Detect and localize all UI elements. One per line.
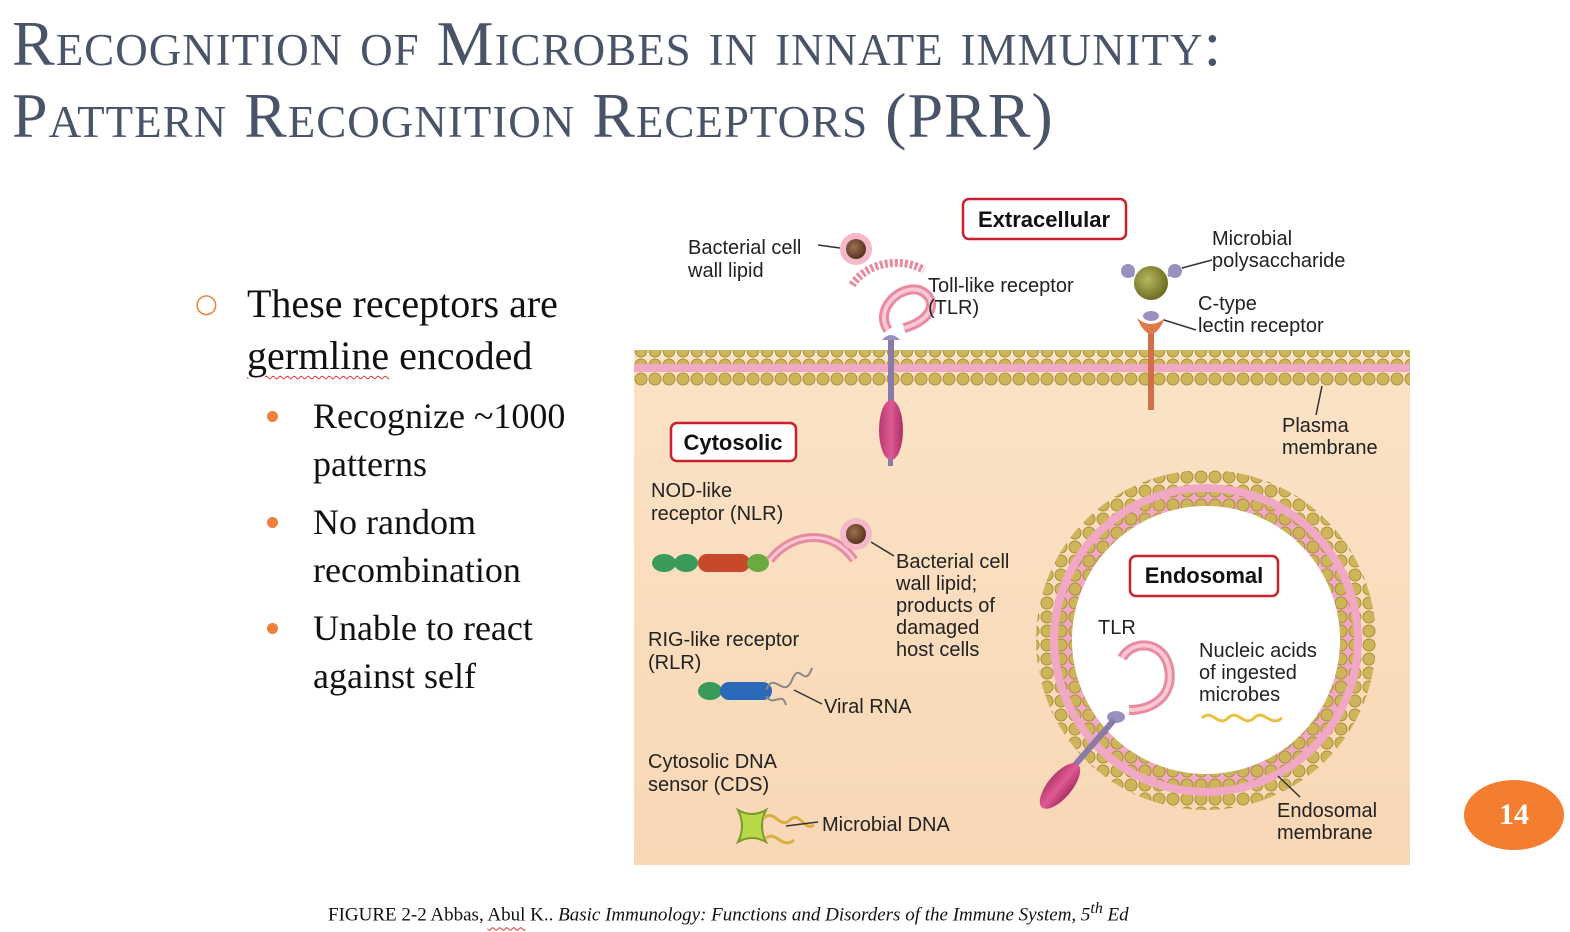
slide-title-line2: Pattern Recognition Receptors (PRR) bbox=[12, 80, 1054, 151]
label-ctype-1: C-type bbox=[1198, 293, 1257, 315]
nlr-receptor bbox=[652, 533, 858, 572]
label-nucleic-2: of ingested bbox=[1199, 662, 1297, 684]
label-endo-tlr: TLR bbox=[1098, 617, 1136, 639]
label-tlr-2: (TLR) bbox=[928, 297, 979, 319]
label-nlr-1: NOD-like bbox=[651, 480, 732, 502]
surface-tlr bbox=[848, 258, 936, 466]
label-ctype-2: lectin receptor bbox=[1198, 315, 1324, 337]
sub-bullet: No random recombination bbox=[267, 498, 635, 594]
bullet-list: ○ These receptors are germline encoded R… bbox=[195, 278, 635, 710]
label-bl2-5: host cells bbox=[896, 639, 979, 661]
sub-bullet-text: Recognize ~1000 patterns bbox=[313, 396, 566, 484]
cds-sensor bbox=[735, 807, 815, 845]
caption-author-first: Abul bbox=[487, 904, 526, 926]
label-tlr-1: Toll-like receptor bbox=[928, 275, 1074, 297]
prr-diagram: Extracellular Bacterial cell wall lipid … bbox=[634, 197, 1410, 865]
caption-prefix: FIGURE 2-2 Abbas, bbox=[328, 904, 488, 926]
label-nlr-2: receptor (NLR) bbox=[651, 503, 783, 525]
label-microbial-poly-1: Microbial bbox=[1212, 228, 1292, 250]
bacterial-lipid-ball-icon bbox=[846, 239, 866, 259]
sub-bullet-list: Recognize ~1000 patterns No random recom… bbox=[195, 392, 635, 700]
label-nucleic-3: microbes bbox=[1199, 684, 1280, 706]
label-bacterial-lipid-2: wall lipid bbox=[687, 260, 764, 282]
label-cds-2: sensor (CDS) bbox=[648, 774, 769, 796]
caption-edition: Ed bbox=[1102, 904, 1129, 926]
endosomal-label: Endosomal bbox=[1145, 563, 1264, 588]
bullet-dot-icon bbox=[267, 517, 278, 528]
label-bl2-2: wall lipid; bbox=[895, 573, 977, 595]
bullet-dot-icon bbox=[267, 411, 278, 422]
main-bullet-germline: germline bbox=[247, 333, 390, 378]
page-number-badge: 14 bbox=[1464, 780, 1564, 850]
label-nucleic-1: Nucleic acids bbox=[1199, 640, 1317, 662]
slide-title-line1: Recognition of Microbes in innate immuni… bbox=[12, 8, 1223, 79]
endosomal-tlr bbox=[1039, 640, 1175, 809]
extracellular-label: Extracellular bbox=[978, 207, 1111, 232]
plasma-membrane bbox=[634, 350, 1410, 386]
sub-bullet: Unable to react against self bbox=[267, 604, 635, 700]
rlr-receptor bbox=[698, 667, 813, 706]
main-bullet: ○ These receptors are germline encoded bbox=[195, 278, 635, 382]
nlr-ligand-ball-icon bbox=[846, 524, 866, 544]
label-bl2-3: products of bbox=[896, 595, 995, 617]
endosomal-box: Endosomal bbox=[1128, 554, 1280, 598]
nucleic-acid-strand-icon bbox=[1200, 713, 1283, 723]
sub-bullet-text: Unable to react against self bbox=[313, 608, 533, 696]
label-rlr-2: (RLR) bbox=[648, 652, 701, 674]
label-bl2-1: Bacterial cell bbox=[896, 551, 1009, 573]
bullet-dot-icon bbox=[267, 623, 278, 634]
label-bl2-4: damaged bbox=[896, 617, 979, 639]
label-endo-mem-2: membrane bbox=[1277, 822, 1373, 844]
cytosolic-box: Cytosolic bbox=[669, 421, 798, 463]
label-plasma-2: membrane bbox=[1282, 437, 1378, 459]
label-endo-mem-1: Endosomal bbox=[1277, 800, 1377, 822]
label-cds-1: Cytosolic DNA bbox=[648, 751, 778, 773]
label-microbial-poly-2: polysaccharide bbox=[1212, 250, 1345, 272]
sub-bullet-text: No random recombination bbox=[313, 502, 521, 590]
label-microbial-dna: Microbial DNA bbox=[822, 814, 950, 836]
label-rlr-1: RIG-like receptor bbox=[648, 629, 799, 651]
caption-author-rest: K.. bbox=[525, 904, 559, 926]
label-plasma-1: Plasma bbox=[1282, 415, 1350, 437]
sub-bullet: Recognize ~1000 patterns bbox=[267, 392, 635, 488]
slide-title: Recognition of Microbes in innate immuni… bbox=[12, 8, 1222, 152]
c-type-lectin-receptor bbox=[1121, 264, 1182, 410]
label-viral-rna: Viral RNA bbox=[824, 696, 912, 718]
hollow-circle-bullet-icon: ○ bbox=[195, 289, 218, 319]
figure-caption: FIGURE 2-2 Abbas, Abul K.. Basic Immunol… bbox=[328, 900, 1129, 926]
caption-book-title: Basic Immunology: Functions and Disorder… bbox=[558, 904, 1091, 926]
cytosolic-label: Cytosolic bbox=[683, 430, 782, 455]
label-bacterial-lipid-1: Bacterial cell bbox=[688, 237, 801, 259]
caption-sup: th bbox=[1090, 900, 1103, 917]
main-bullet-text-pre: These receptors are bbox=[247, 281, 558, 326]
extracellular-box: Extracellular bbox=[961, 197, 1128, 241]
page-number: 14 bbox=[1499, 798, 1529, 831]
main-bullet-text-post: encoded bbox=[389, 333, 533, 378]
